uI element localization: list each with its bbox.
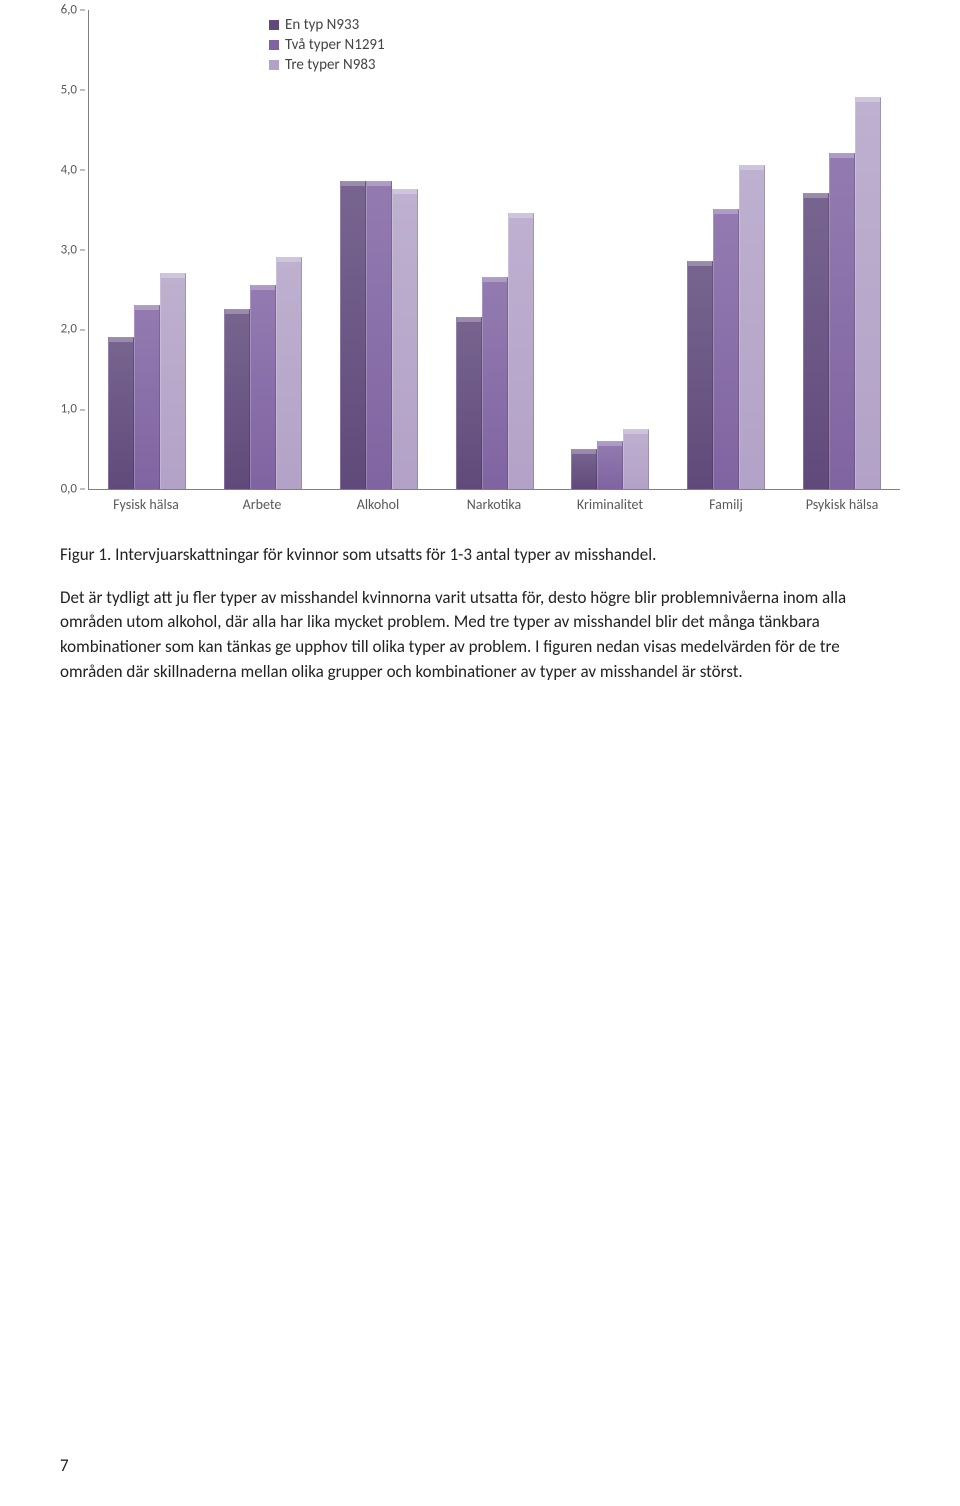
x-tick-label: Alkohol — [320, 496, 436, 513]
bar-group — [437, 10, 553, 489]
bar — [340, 181, 366, 489]
y-tick-label: 3,0 — [61, 242, 85, 257]
bar — [739, 165, 765, 489]
x-axis-labels: Fysisk hälsaArbeteAlkoholNarkotikaKrimin… — [88, 496, 900, 513]
bar — [366, 181, 392, 489]
bar-group — [205, 10, 321, 489]
bar — [160, 273, 186, 489]
bar — [508, 213, 534, 489]
bar — [829, 153, 855, 489]
y-tick-label: 0,0 — [61, 482, 85, 497]
chart-container: 0,01,02,03,04,05,06,0 En typ N933Två typ… — [60, 10, 900, 513]
bar — [108, 337, 134, 489]
y-tick-label: 1,0 — [61, 402, 85, 417]
bar — [456, 317, 482, 489]
x-tick-label: Fysisk hälsa — [88, 496, 204, 513]
bar — [623, 429, 649, 489]
y-tick-label: 4,0 — [61, 162, 85, 177]
y-tick-label: 2,0 — [61, 322, 85, 337]
bar — [134, 305, 160, 489]
bar-group — [552, 10, 668, 489]
bar-group — [89, 10, 205, 489]
bar-group — [784, 10, 900, 489]
bar — [713, 209, 739, 489]
x-tick-label: Psykisk hälsa — [784, 496, 900, 513]
x-tick-label: Kriminalitet — [552, 496, 668, 513]
y-tick-label: 5,0 — [61, 82, 85, 97]
bar — [276, 257, 302, 489]
bar-group — [668, 10, 784, 489]
x-tick-label: Arbete — [204, 496, 320, 513]
bar — [250, 285, 276, 489]
plot-area: 0,01,02,03,04,05,06,0 En typ N933Två typ… — [88, 10, 900, 490]
body-paragraph: Det är tydligt att ju fler typer av miss… — [60, 586, 900, 685]
bar — [855, 97, 881, 489]
bar — [482, 277, 508, 489]
bar — [803, 193, 829, 489]
bar — [392, 189, 418, 489]
x-tick-label: Narkotika — [436, 496, 552, 513]
bar-groups — [89, 10, 900, 489]
bar-group — [321, 10, 437, 489]
bar — [597, 441, 623, 489]
bar — [224, 309, 250, 489]
bar — [687, 261, 713, 489]
y-axis: 0,01,02,03,04,05,06,0 — [55, 10, 85, 489]
figure-caption: Figur 1. Intervjuarskattningar för kvinn… — [60, 543, 900, 568]
bar — [571, 449, 597, 489]
y-tick-label: 6,0 — [61, 3, 85, 18]
page-number: 7 — [60, 1455, 69, 1476]
x-tick-label: Familj — [668, 496, 784, 513]
